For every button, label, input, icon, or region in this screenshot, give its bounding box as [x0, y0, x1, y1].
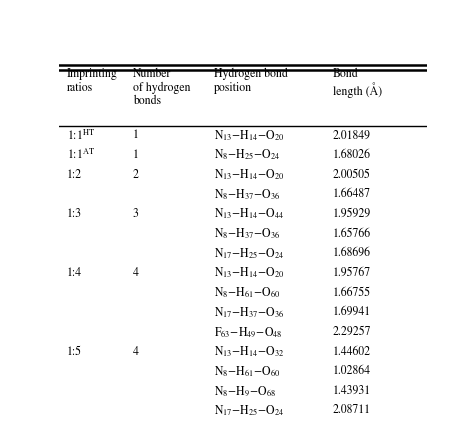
Text: 2: 2 [133, 169, 139, 181]
Text: $\mathrm{N}_{13}\!-\!\mathrm{H}_{14}\!-\!\mathrm{O}_{20}$: $\mathrm{N}_{13}\!-\!\mathrm{H}_{14}\!-\… [213, 128, 284, 143]
Text: $\mathrm{N}_{8}\!-\!\mathrm{H}_{61}\!-\!\mathrm{O}_{60}$: $\mathrm{N}_{8}\!-\!\mathrm{H}_{61}\!-\!… [213, 364, 280, 378]
Text: 1.66487: 1.66487 [333, 188, 371, 200]
Text: 1.44602: 1.44602 [333, 346, 371, 358]
Text: $\mathrm{N}_{13}\!-\!\mathrm{H}_{14}\!-\!\mathrm{O}_{32}$: $\mathrm{N}_{13}\!-\!\mathrm{H}_{14}\!-\… [213, 345, 284, 359]
Text: 1:5: 1:5 [66, 346, 82, 358]
Text: $\mathrm{N}_{13}\!-\!\mathrm{H}_{14}\!-\!\mathrm{O}_{20}$: $\mathrm{N}_{13}\!-\!\mathrm{H}_{14}\!-\… [213, 266, 284, 280]
Text: 2.29257: 2.29257 [333, 326, 372, 338]
Text: 1:1$^{\mathrm{AT}}$: 1:1$^{\mathrm{AT}}$ [66, 148, 95, 162]
Text: Number
of hydrogen
bonds: Number of hydrogen bonds [133, 68, 190, 107]
Text: 1.95929: 1.95929 [333, 208, 371, 220]
Text: 1: 1 [133, 130, 138, 141]
Text: 1:2: 1:2 [66, 169, 82, 181]
Text: 1.65766: 1.65766 [333, 228, 371, 240]
Text: 1:3: 1:3 [66, 208, 82, 220]
Text: 1.69941: 1.69941 [333, 306, 371, 318]
Text: 1:4: 1:4 [66, 267, 82, 279]
Text: Hydrogen bond
position: Hydrogen bond position [213, 68, 287, 94]
Text: $\mathrm{N}_{17}\!-\!\mathrm{H}_{37}\!-\!\mathrm{O}_{36}$: $\mathrm{N}_{17}\!-\!\mathrm{H}_{37}\!-\… [213, 305, 284, 319]
Text: $\mathrm{N}_{8}\!-\!\mathrm{H}_{9}\!-\!\mathrm{O}_{68}$: $\mathrm{N}_{8}\!-\!\mathrm{H}_{9}\!-\!\… [213, 384, 276, 398]
Text: 2.01849: 2.01849 [333, 130, 371, 141]
Text: Bond
length (Å): Bond length (Å) [333, 68, 382, 98]
Text: $\mathrm{F}_{63}\!-\!\mathrm{H}_{49}\!-\!\mathrm{O}_{48}$: $\mathrm{F}_{63}\!-\!\mathrm{H}_{49}\!-\… [213, 325, 282, 339]
Text: $\mathrm{N}_{8}\!-\!\mathrm{H}_{25}\!-\!\mathrm{O}_{24}$: $\mathrm{N}_{8}\!-\!\mathrm{H}_{25}\!-\!… [213, 148, 280, 162]
Text: 1.43931: 1.43931 [333, 385, 371, 397]
Text: $\mathrm{N}_{13}\!-\!\mathrm{H}_{14}\!-\!\mathrm{O}_{44}$: $\mathrm{N}_{13}\!-\!\mathrm{H}_{14}\!-\… [213, 207, 284, 221]
Text: 1.02864: 1.02864 [333, 365, 371, 377]
Text: 1:1$^{\mathrm{HT}}$: 1:1$^{\mathrm{HT}}$ [66, 128, 95, 143]
Text: $\mathrm{N}_{8}\!-\!\mathrm{H}_{37}\!-\!\mathrm{O}_{36}$: $\mathrm{N}_{8}\!-\!\mathrm{H}_{37}\!-\!… [213, 187, 280, 202]
Text: Imprinting
ratios: Imprinting ratios [66, 68, 118, 94]
Text: 3: 3 [133, 208, 138, 220]
Text: 2.08711: 2.08711 [333, 405, 371, 416]
Text: $\mathrm{N}_{17}\!-\!\mathrm{H}_{25}\!-\!\mathrm{O}_{24}$: $\mathrm{N}_{17}\!-\!\mathrm{H}_{25}\!-\… [213, 403, 284, 418]
Text: $\mathrm{N}_{8}\!-\!\mathrm{H}_{37}\!-\!\mathrm{O}_{36}$: $\mathrm{N}_{8}\!-\!\mathrm{H}_{37}\!-\!… [213, 227, 280, 241]
Text: 1.68696: 1.68696 [333, 247, 371, 259]
Text: $\mathrm{N}_{17}\!-\!\mathrm{H}_{25}\!-\!\mathrm{O}_{24}$: $\mathrm{N}_{17}\!-\!\mathrm{H}_{25}\!-\… [213, 246, 284, 260]
Text: 4: 4 [133, 346, 138, 358]
Text: 1.68026: 1.68026 [333, 149, 371, 161]
Text: $\mathrm{N}_{8}\!-\!\mathrm{H}_{61}\!-\!\mathrm{O}_{60}$: $\mathrm{N}_{8}\!-\!\mathrm{H}_{61}\!-\!… [213, 286, 280, 300]
Text: 1.66755: 1.66755 [333, 287, 371, 299]
Text: 1.95767: 1.95767 [333, 267, 371, 279]
Text: 2.00505: 2.00505 [333, 169, 371, 181]
Text: 1: 1 [133, 149, 138, 161]
Text: 4: 4 [133, 267, 138, 279]
Text: $\mathrm{N}_{13}\!-\!\mathrm{H}_{14}\!-\!\mathrm{O}_{20}$: $\mathrm{N}_{13}\!-\!\mathrm{H}_{14}\!-\… [213, 168, 284, 182]
